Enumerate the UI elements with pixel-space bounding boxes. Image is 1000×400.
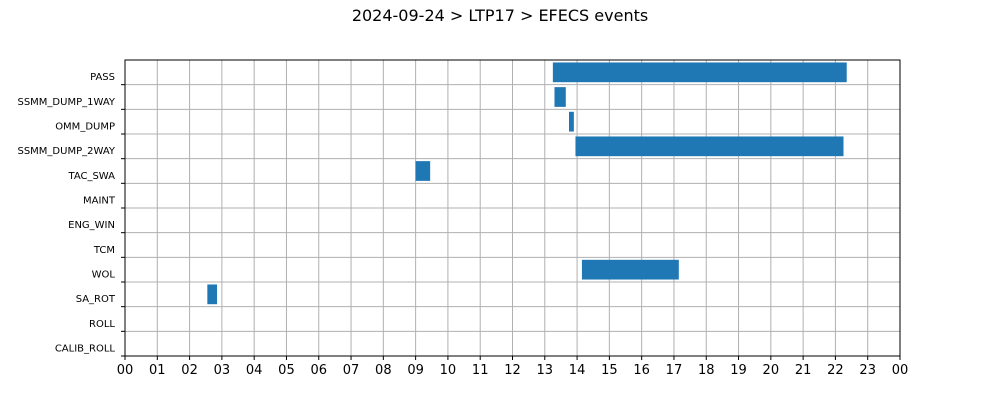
- y-tick-label: CALIB_ROLL: [55, 344, 116, 355]
- y-tick-label: ROLL: [89, 319, 115, 330]
- x-tick-label: 04: [246, 363, 263, 378]
- event-bar-ssmm-dump-2way: [575, 136, 844, 157]
- y-tick-label: ENG_WIN: [68, 220, 115, 231]
- y-tick-label: SSMM_DUMP_2WAY: [17, 146, 115, 157]
- grid-lines: [124, 60, 901, 356]
- x-tick-label: 23: [859, 363, 876, 378]
- event-bar-sa-rot: [207, 284, 218, 305]
- x-tick-label: 13: [537, 363, 554, 378]
- x-tick-label: 11: [472, 363, 489, 378]
- y-tick-label: WOL: [92, 270, 116, 281]
- x-tick-label: 10: [440, 363, 457, 378]
- x-tick-label: 16: [633, 363, 650, 378]
- x-tick-label: 06: [310, 363, 327, 378]
- chart-title: 2024-09-24 > LTP17 > EFECS events: [351, 6, 649, 25]
- x-tick-label: 14: [569, 363, 586, 378]
- tick-labels: PASS SSMM_DUMP_1WAY OMM_DUMP SSMM_DUMP_2WAY…: [17, 72, 908, 378]
- x-tick-label: 17: [666, 363, 683, 378]
- x-tick-label: 20: [763, 363, 780, 378]
- y-tick-label: MAINT: [83, 196, 116, 207]
- event-bar-omm-dump: [569, 111, 574, 132]
- x-tick-label: 00: [892, 363, 909, 378]
- event-bars: [207, 62, 847, 305]
- event-bar-pass: [552, 62, 847, 83]
- x-tick-label: 07: [343, 363, 360, 378]
- x-tick-label: 15: [601, 363, 618, 378]
- axes: [121, 59, 901, 360]
- x-tick-label: 18: [698, 363, 715, 378]
- y-tick-label: TCM: [93, 245, 115, 256]
- x-tick-label: 12: [504, 363, 521, 378]
- x-tick-label: 22: [827, 363, 844, 378]
- event-bar-wol: [581, 259, 679, 280]
- y-tick-label: PASS: [90, 72, 115, 83]
- y-tick-label: TAC_SWA: [67, 171, 115, 182]
- event-bar-tac-swa: [415, 161, 431, 181]
- x-tick-label: 21: [795, 363, 812, 378]
- x-tick-label: 01: [149, 363, 166, 378]
- x-tick-label: 03: [214, 363, 231, 378]
- x-tick-label: 02: [181, 363, 198, 378]
- x-tick-label: 19: [730, 363, 747, 378]
- x-tick-label: 00: [117, 363, 134, 378]
- x-tick-label: 08: [375, 363, 392, 378]
- x-tick-label: 05: [278, 363, 295, 378]
- x-tick-label: 09: [407, 363, 424, 378]
- event-bar-ssmm-dump-1way: [554, 87, 566, 107]
- y-tick-label: OMM_DUMP: [55, 122, 115, 133]
- y-tick-label: SA_ROT: [76, 294, 116, 305]
- y-tick-label: SSMM_DUMP_1WAY: [17, 97, 115, 108]
